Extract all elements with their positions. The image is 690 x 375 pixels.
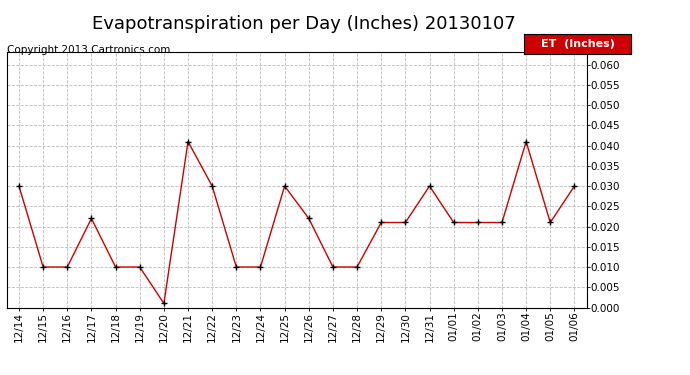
- Text: ET  (Inches): ET (Inches): [541, 39, 615, 49]
- Text: Copyright 2013 Cartronics.com: Copyright 2013 Cartronics.com: [7, 45, 170, 55]
- Text: Evapotranspiration per Day (Inches) 20130107: Evapotranspiration per Day (Inches) 2013…: [92, 15, 515, 33]
